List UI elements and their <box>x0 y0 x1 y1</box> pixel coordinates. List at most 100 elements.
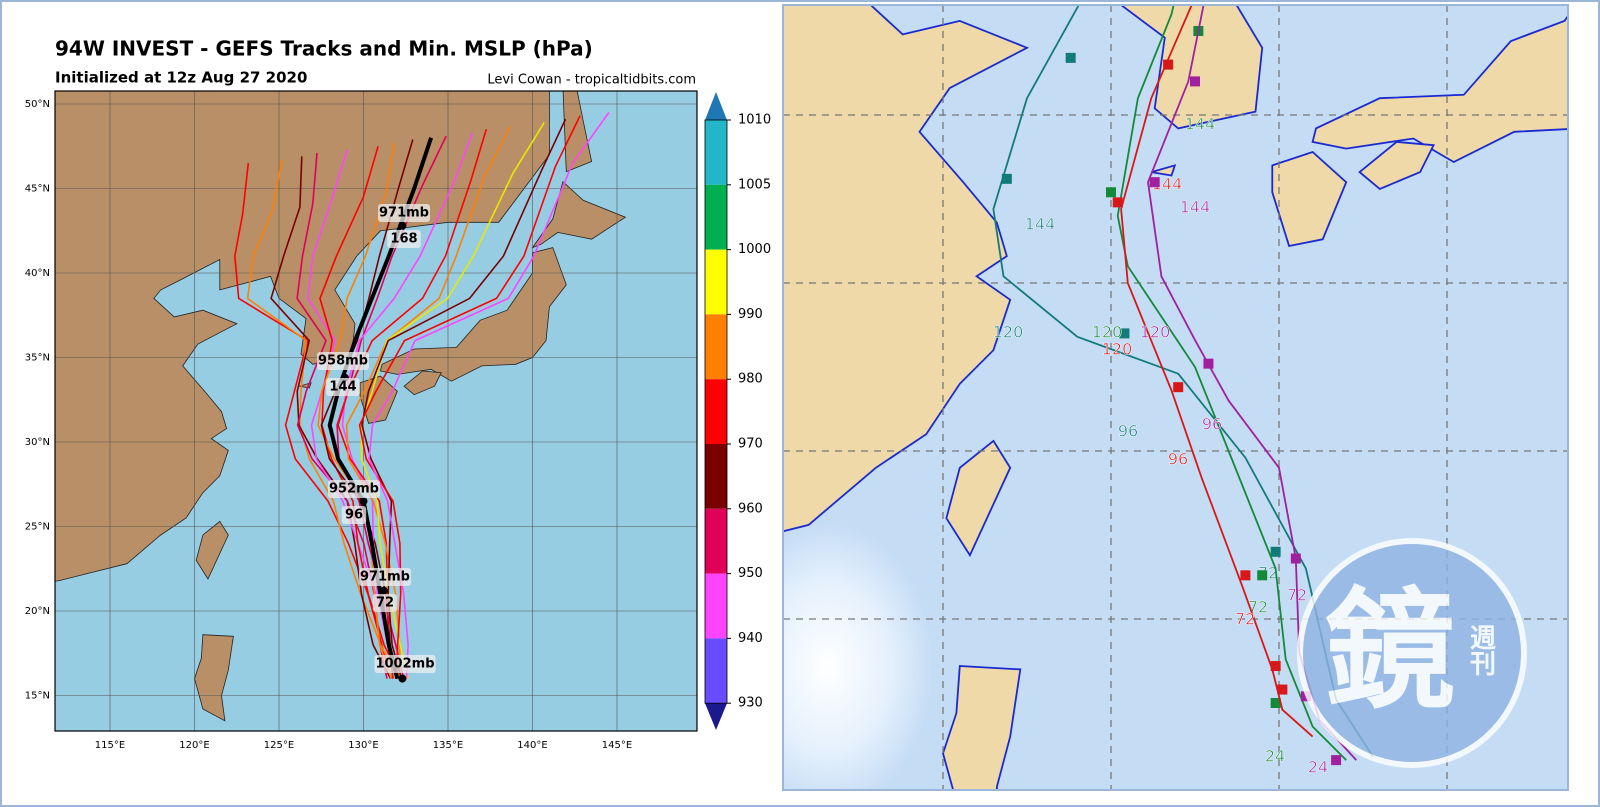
right-map: 1441209672144120722414412096721441209672… <box>782 4 1569 791</box>
annotation: 96 <box>345 508 363 523</box>
colorbar-label: 940 <box>738 631 763 646</box>
annotation-box <box>378 204 430 222</box>
forecast-label: 72 <box>1287 586 1307 605</box>
land <box>945 439 1012 558</box>
annotation: 72 <box>376 596 394 611</box>
annotation: 971mb <box>379 206 429 221</box>
lat-label: 15°N <box>25 691 50 702</box>
forecast-label: 144 <box>1185 115 1216 134</box>
watermark: 鏡 週刊 <box>1297 538 1527 768</box>
colorbar-segment <box>705 508 727 574</box>
lon-label: 140°E <box>517 740 547 751</box>
forecast-label: 72 <box>1248 598 1268 617</box>
forecast-point <box>1001 173 1012 184</box>
colorbar-label: 960 <box>738 501 763 516</box>
mean-point <box>398 674 407 683</box>
colorbar-label: 1010 <box>738 113 771 128</box>
land <box>403 370 442 396</box>
watermark-main: 鏡 <box>1325 575 1455 727</box>
forecast-point <box>1173 382 1184 393</box>
mean-point <box>398 221 407 230</box>
lon-label: 120°E <box>179 740 209 751</box>
land <box>942 665 1022 790</box>
forecast-point <box>1290 553 1301 564</box>
annotation: 958mb <box>318 354 368 369</box>
forecast-label: 72 <box>1235 610 1255 629</box>
colorbar-segment <box>705 249 727 315</box>
lat-label: 30°N <box>25 437 50 448</box>
forecast-point <box>1203 358 1214 369</box>
colorbar-label: 930 <box>738 696 763 711</box>
mean-point <box>379 586 388 595</box>
left-map: 94W INVEST - GEFS Tracks and Min. MSLP (… <box>25 37 771 752</box>
colorbar-frame <box>704 119 728 704</box>
lon-label: 135°E <box>433 740 463 751</box>
forecast-point <box>1163 59 1174 70</box>
annotation-box <box>387 230 421 248</box>
annotation-box <box>326 378 360 396</box>
forecast-point <box>1119 328 1130 339</box>
lon-label: 125°E <box>264 740 294 751</box>
forecast-point <box>1112 197 1123 208</box>
forecast-point <box>1065 52 1076 63</box>
forecast-point <box>1277 684 1288 695</box>
annotation-box <box>317 352 369 370</box>
lat-label: 25°N <box>25 522 50 533</box>
colorbar-label: 950 <box>738 566 763 581</box>
map-frame <box>782 4 1569 791</box>
forecast-label: 120 <box>1140 323 1171 342</box>
annotation-box <box>359 568 411 586</box>
subtitle: Initialized at 12z Aug 27 2020 <box>55 69 307 87</box>
colorbar-segment <box>705 120 727 185</box>
lat-label: 40°N <box>25 268 50 279</box>
ensemble-track <box>270 156 392 679</box>
land <box>531 180 627 249</box>
annotation-box <box>372 594 398 612</box>
colorbar-label: 990 <box>738 307 763 322</box>
ensemble-track <box>358 115 581 679</box>
land <box>783 5 1264 533</box>
forecast-point <box>1270 546 1281 557</box>
forecast-label: 96 <box>1118 422 1138 441</box>
lon-label: 130°E <box>348 740 378 751</box>
annotation: 168 <box>390 232 417 247</box>
forecast-point <box>1331 755 1342 766</box>
colorbar-label: 1005 <box>738 177 771 192</box>
colorbar-segment <box>705 314 727 380</box>
land <box>195 520 229 580</box>
annotation: 952mb <box>329 482 379 497</box>
forecast-label: 120 <box>993 323 1024 342</box>
watermark-circle <box>1297 538 1527 768</box>
lat-label: 35°N <box>25 353 50 364</box>
annotation-box <box>341 506 367 524</box>
map-frame <box>54 90 698 732</box>
ensemble-track <box>317 142 395 679</box>
credit: Levi Cowan - tropicaltidbits.com <box>487 73 696 88</box>
colorbar-segment <box>705 444 727 509</box>
land <box>1358 140 1435 190</box>
colorbar-segment <box>705 184 727 250</box>
annotation: 971mb <box>360 570 410 585</box>
annotation-box <box>374 655 436 673</box>
colorbar-label: 970 <box>738 437 763 452</box>
lon-label: 115°E <box>95 740 125 751</box>
lon-label: 145°E <box>602 740 632 751</box>
land <box>379 247 567 382</box>
forecast-point <box>1149 177 1160 188</box>
forecast-label: 24 <box>1265 747 1285 766</box>
forecast-point <box>1106 187 1116 198</box>
annotation: 144 <box>329 380 356 395</box>
forecast-label: 96 <box>1202 415 1222 434</box>
land <box>1271 150 1348 248</box>
forecast-label: 120 <box>1102 340 1133 359</box>
forecast-track <box>1116 5 1347 761</box>
colorbar-segment <box>705 638 727 704</box>
lat-label: 45°N <box>25 184 50 195</box>
forecast-label: 24 <box>1308 758 1328 777</box>
forecast-label: 120 <box>1092 323 1123 342</box>
colorbar-label: 1000 <box>738 242 771 257</box>
land <box>194 634 234 722</box>
ensemble-track <box>368 112 610 679</box>
